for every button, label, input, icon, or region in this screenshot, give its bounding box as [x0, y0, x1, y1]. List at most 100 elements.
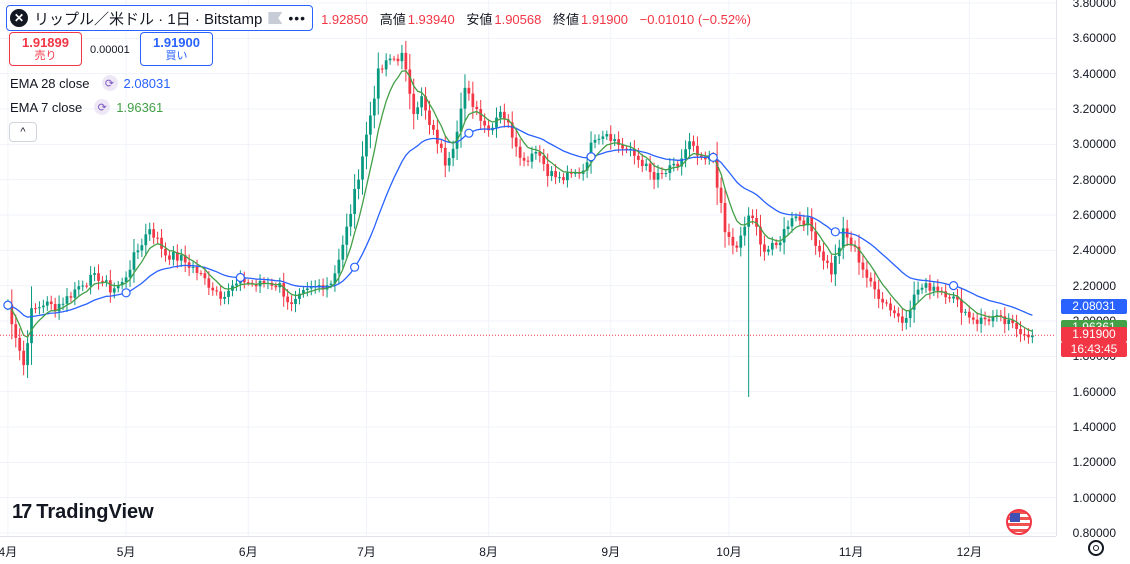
- ema28-value: 2.08031: [123, 75, 171, 91]
- candle-body: [317, 285, 321, 287]
- settings-icon[interactable]: [1088, 540, 1104, 556]
- candle-body: [857, 246, 861, 263]
- candle-body: [656, 173, 660, 180]
- candle-body: [81, 285, 85, 287]
- price-axis-label: 2.80000: [1072, 172, 1116, 187]
- us-flag-icon[interactable]: [1006, 509, 1032, 535]
- candle-body: [242, 277, 246, 283]
- candle-body: [747, 215, 751, 227]
- candle-body: [483, 120, 487, 126]
- price-axis-label: 3.80000: [1072, 0, 1116, 10]
- candle-body: [447, 158, 451, 166]
- candle-body: [183, 255, 187, 263]
- buy-button[interactable]: 1.91900 買い: [140, 32, 213, 66]
- time-axis-label: 7月: [357, 545, 376, 559]
- candle-body: [759, 226, 762, 245]
- candle-body: [960, 299, 963, 313]
- candle-body: [546, 164, 550, 177]
- candle-body: [341, 244, 345, 260]
- candle-body: [558, 177, 561, 179]
- candle-body: [207, 278, 211, 288]
- buy-label: 買い: [165, 50, 188, 62]
- candle-body: [818, 245, 821, 252]
- event-marker-icon: [235, 272, 245, 283]
- candle-body: [975, 319, 979, 324]
- high-value: 1.93940: [407, 11, 455, 27]
- candle-body: [136, 250, 140, 253]
- candle-body: [617, 139, 620, 145]
- price-axis[interactable]: 0.800001.000001.200001.400001.600001.800…: [1056, 0, 1130, 540]
- candle-body: [534, 152, 538, 154]
- indicator-ema7[interactable]: EMA 7 close ⟳ 1.96361: [10, 99, 163, 115]
- collapse-legend-button[interactable]: ^: [9, 122, 37, 142]
- price-axis-label: 0.80000: [1072, 526, 1116, 540]
- candle-body: [841, 228, 845, 248]
- candle-body: [172, 251, 175, 260]
- event-marker-icon: [830, 227, 840, 237]
- candle-body: [664, 173, 668, 175]
- ema7-value: 1.96361: [116, 99, 164, 115]
- candle-body: [337, 259, 341, 274]
- candle-body: [77, 286, 81, 290]
- sell-button[interactable]: 1.91899 売り: [9, 32, 82, 66]
- candle-body: [353, 188, 356, 214]
- candle-body: [987, 319, 991, 322]
- candle-body: [105, 280, 108, 282]
- candle-body: [924, 283, 928, 288]
- candle-body: [814, 231, 818, 246]
- candle-body: [1011, 319, 1015, 324]
- candle-body: [53, 304, 57, 312]
- candle-body: [889, 303, 892, 311]
- candle-body: [877, 289, 881, 299]
- candle-body: [175, 251, 179, 261]
- candle-body: [388, 58, 392, 61]
- candle-body: [124, 277, 128, 283]
- symbol-selector[interactable]: ✕ リップル／米ドル · 1日 · Bitstamp •••: [6, 5, 314, 31]
- chart-area[interactable]: [0, 0, 1056, 536]
- candle-body: [861, 262, 865, 270]
- candle-body: [467, 87, 471, 94]
- symbol-legend: ✕ リップル／米ドル · 1日 · Bitstamp ••• 1.92850 高…: [6, 5, 759, 31]
- candle-body: [562, 177, 565, 181]
- price-axis-label: 1.20000: [1072, 455, 1116, 470]
- candle-body: [971, 317, 975, 320]
- candle-body: [211, 287, 215, 291]
- candle-body: [45, 301, 49, 306]
- candle-body: [108, 280, 112, 293]
- candle-body: [680, 158, 684, 167]
- time-axis[interactable]: 4月 5月 6月 7月 8月 9月 10月 11月 12月: [0, 536, 1056, 564]
- indicator-ema28[interactable]: EMA 28 close ⟳ 2.08031: [10, 75, 171, 91]
- candle-body: [404, 52, 408, 70]
- candle-body: [948, 297, 951, 299]
- change-value: −0.01010 (−0.52%): [639, 11, 751, 27]
- ema28-line: [3, 125, 1033, 318]
- candle-body: [41, 305, 45, 308]
- candle-body: [625, 148, 628, 150]
- chevron-up-icon: ^: [20, 126, 26, 138]
- refresh-icon[interactable]: ⟳: [94, 99, 111, 115]
- candle-body: [361, 156, 364, 180]
- candle-body: [160, 237, 163, 249]
- refresh-icon[interactable]: ⟳: [101, 75, 118, 91]
- candle-body: [991, 316, 995, 322]
- more-options-icon[interactable]: •••: [288, 10, 307, 26]
- candle-body: [203, 273, 207, 279]
- tradingview-logo[interactable]: 17 TradingView: [12, 501, 154, 524]
- candle-body: [652, 172, 656, 180]
- candle-body: [479, 109, 483, 121]
- candle-body: [526, 160, 530, 162]
- candle-body: [459, 108, 463, 132]
- candle-body: [199, 273, 203, 275]
- candle-body: [179, 255, 183, 261]
- last-price-tag: 1.91900: [1061, 327, 1127, 343]
- candle-body: [73, 289, 77, 298]
- buy-price: 1.91900: [153, 35, 200, 50]
- candle-body: [101, 280, 104, 282]
- candle-body: [215, 290, 219, 292]
- candle-body: [156, 237, 159, 239]
- flag-icon[interactable]: [268, 12, 283, 24]
- candle-body: [506, 119, 510, 123]
- ema7-line: [3, 70, 1033, 339]
- candle-body: [475, 106, 479, 110]
- candlestick-chart[interactable]: [0, 0, 1056, 536]
